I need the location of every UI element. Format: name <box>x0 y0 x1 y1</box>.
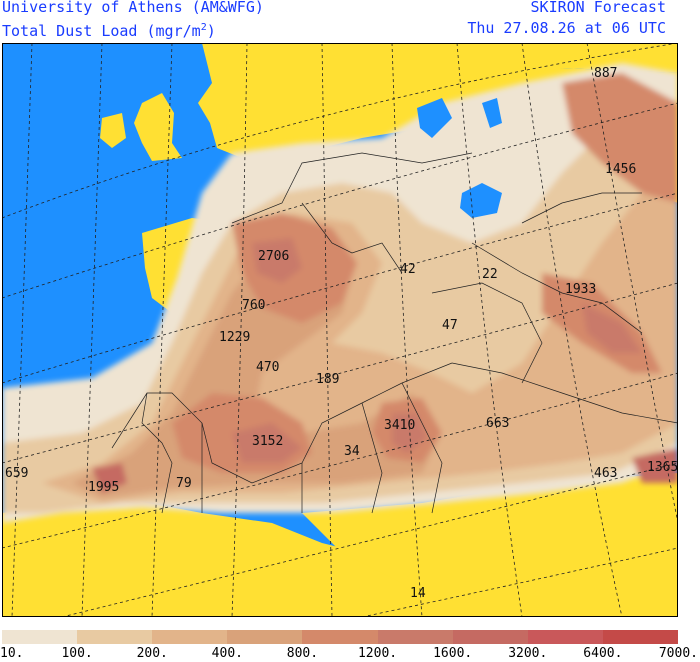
map-value-label: 663 <box>486 416 509 431</box>
map-value-label: 1365 <box>647 460 678 475</box>
legend-ticks: 10. 100. 200. 400. 800. 1200. 1600. 3200… <box>0 646 700 662</box>
map-value-label: 760 <box>242 298 265 313</box>
dust-load-map: 887 1456 2706 42 22 1933 760 47 1229 470… <box>2 43 678 617</box>
land-africa-south <box>302 473 678 617</box>
dust-class-6d <box>582 303 642 353</box>
dust-class-7 <box>92 463 127 493</box>
map-value-label: 1933 <box>565 282 596 297</box>
map-frame <box>2 43 678 617</box>
map-value-label: 79 <box>176 476 192 491</box>
legend-tick-label: 3200. <box>508 646 548 661</box>
land-ireland <box>100 113 126 148</box>
map-value-label: 34 <box>344 444 360 459</box>
map-value-label: 22 <box>482 267 498 282</box>
legend-tick-label: 200. <box>136 646 168 661</box>
map-value-label: 1456 <box>605 162 636 177</box>
legend-swatch <box>2 630 78 644</box>
product-title-suffix: ) <box>206 22 216 40</box>
map-value-label: 3410 <box>384 418 415 433</box>
water-lake-east <box>482 98 502 128</box>
water-caspian-lakes <box>417 98 452 138</box>
product-title-prefix: Total Dust Load (mgr/m <box>2 22 201 40</box>
legend-colorbar <box>2 630 678 644</box>
legend-tick-label: 6400. <box>583 646 623 661</box>
product-title: Total Dust Load (mgr/m2) <box>2 19 216 40</box>
institution-title: University of Athens (AM&WFG) <box>2 0 264 16</box>
dust-class-4 <box>72 243 442 498</box>
map-value-label: 189 <box>316 372 339 387</box>
product-title-exponent: 2 <box>200 22 207 33</box>
graticule <box>2 43 678 617</box>
map-value-label: 1995 <box>88 480 119 495</box>
map-value-label: 2706 <box>258 249 289 264</box>
legend-tick-label: 800. <box>286 646 319 661</box>
map-value-label: 463 <box>594 466 617 481</box>
dust-class-7b <box>632 448 678 483</box>
model-title: SKIRON Forecast <box>530 0 666 16</box>
map-value-label: 14 <box>410 586 426 601</box>
legend-swatch <box>77 630 153 644</box>
legend-tick-label: 10. <box>0 646 24 661</box>
dust-class-6 <box>232 423 302 463</box>
map-value-label: 47 <box>442 318 458 333</box>
legend-swatch <box>377 630 453 644</box>
country-borders <box>111 152 678 514</box>
legend-swatch <box>152 630 228 644</box>
legend-swatch <box>302 630 378 644</box>
land-africa-west <box>2 498 462 617</box>
legend-tick-label: 100. <box>61 646 93 661</box>
map-value-label: 887 <box>594 66 617 81</box>
water-black-sea <box>460 183 502 218</box>
legend-tick-label: 400. <box>211 646 243 661</box>
map-value-label: 3152 <box>252 434 283 449</box>
map-value-label: 659 <box>5 466 28 481</box>
dust-class-5e <box>562 73 678 203</box>
legend-swatch <box>602 630 678 644</box>
legend-tick-label: 1200. <box>357 646 398 661</box>
map-value-label: 42 <box>400 262 416 277</box>
legend-tick-label: 7000. <box>658 646 698 661</box>
legend-swatch <box>527 630 603 644</box>
valid-time: Thu 27.08.26 at 06 UTC <box>467 19 666 37</box>
legend-swatch <box>452 630 528 644</box>
map-value-label: 1229 <box>219 330 250 345</box>
dust-class-6b <box>252 238 302 283</box>
legend-tick-label: 1600. <box>433 646 473 661</box>
legend-swatch <box>227 630 303 644</box>
map-value-label: 470 <box>256 360 279 375</box>
